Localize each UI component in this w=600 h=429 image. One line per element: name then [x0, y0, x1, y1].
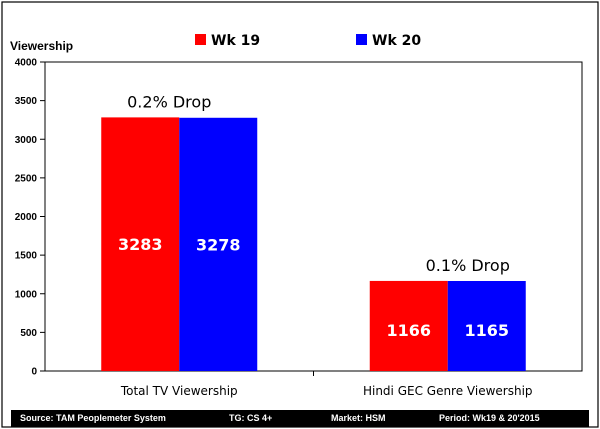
y-tick-label: 3500: [15, 96, 38, 107]
bar-wk19: [369, 280, 448, 371]
legend-label: Wk 20: [372, 33, 421, 49]
footer-source: Source: TAM Peoplemeter System: [20, 413, 166, 423]
bar-wk20: [179, 117, 258, 371]
legend-label: Wk 19: [211, 33, 260, 49]
y-tick-label: 0: [31, 367, 37, 378]
drop-annotation: 0.1% Drop: [426, 256, 510, 275]
y-tick-label: 1500: [15, 251, 38, 262]
drop-annotation: 0.2% Drop: [127, 92, 211, 111]
x-category-label: Total TV Viewership: [120, 384, 238, 398]
bar-value-label: 1166: [386, 321, 431, 340]
legend-swatch: [356, 34, 367, 45]
x-category-label: Hindi GEC Genre Viewership: [363, 384, 533, 398]
y-tick-label: 2500: [15, 173, 38, 184]
y-axis-label: Viewership: [10, 39, 73, 53]
y-tick-label: 1000: [15, 289, 38, 300]
bar-value-label: 3278: [196, 235, 241, 254]
y-tick-label: 2000: [15, 212, 38, 223]
bar-wk19: [101, 117, 180, 372]
footer-bar: Source: TAM Peoplemeter System TG: CS 4+…: [11, 410, 589, 427]
bar-value-label: 1165: [464, 321, 509, 340]
bar-value-label: 3283: [118, 235, 163, 254]
y-tick-label: 4000: [15, 58, 38, 69]
y-tick-label: 3000: [15, 135, 38, 146]
footer-tg: TG: CS 4+: [229, 413, 273, 423]
footer-market: Market: HSM: [331, 413, 386, 423]
legend-swatch: [195, 34, 206, 45]
y-tick-label: 500: [20, 328, 37, 339]
footer-period: Period: Wk19 & 20'2015: [439, 413, 540, 423]
bar-wk20: [447, 281, 526, 371]
